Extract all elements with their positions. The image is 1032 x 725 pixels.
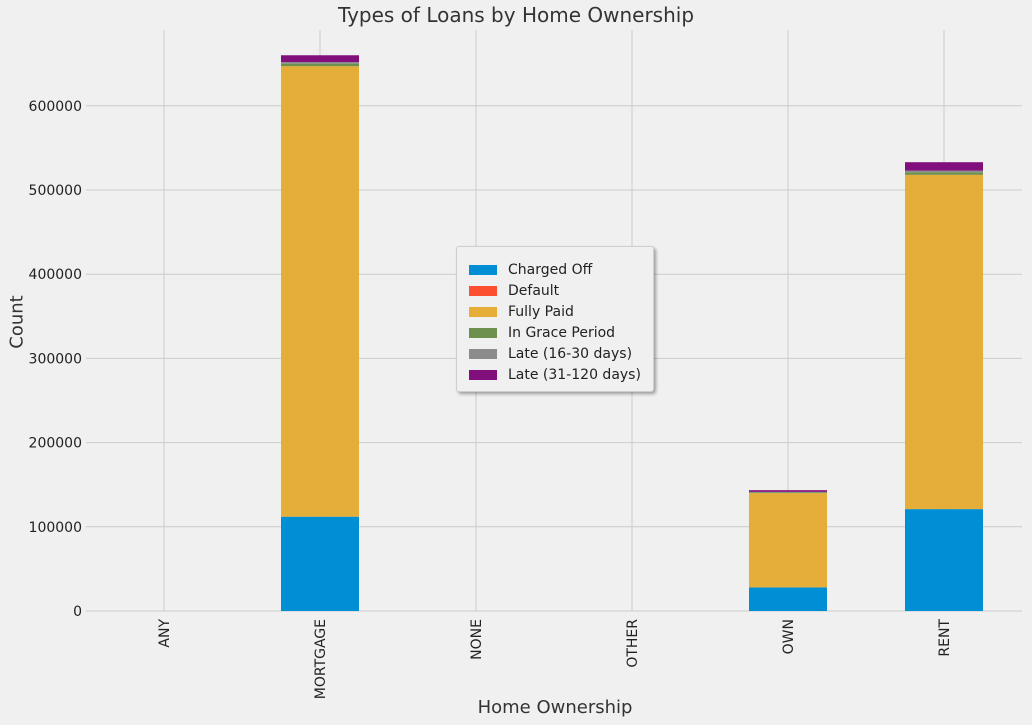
chart-title: Types of Loans by Home Ownership [337, 3, 695, 27]
bars-layer [281, 55, 983, 611]
legend-label: Fully Paid [508, 303, 574, 320]
legend-label: Late (16-30 days) [508, 345, 633, 362]
legend-swatch [469, 264, 497, 275]
legend: Charged Off Default Fully Paid In Grace Per… [456, 246, 654, 392]
legend-label: Default [508, 282, 560, 299]
legend-item: Fully Paid [469, 301, 653, 322]
legend-label: Charged Off [508, 261, 593, 278]
bar-rent-late-16-30-days [905, 170, 983, 173]
legend-swatch [469, 306, 497, 317]
bar-own-late-31-120-days [749, 490, 827, 492]
y-tick-label: 300000 [29, 351, 82, 367]
legend-label: In Grace Period [508, 324, 616, 341]
x-tick-label: ANY [157, 619, 173, 648]
x-tick-label: OTHER [625, 619, 641, 668]
x-tick-label: OWN [781, 619, 797, 654]
legend-item: Charged Off [469, 259, 653, 280]
legend-swatch [469, 369, 497, 380]
x-tick-label: MORTGAGE [313, 619, 329, 699]
y-tick-label: 600000 [29, 99, 82, 115]
bar-mortgage-fully-paid [281, 66, 359, 517]
bar-own-charged-off [749, 587, 827, 611]
ticks-layer: 0 100000 200000 300000 400000 500000 600000 ANY… [29, 99, 953, 699]
legend-swatch [469, 348, 497, 359]
y-axis-label: Count [6, 295, 28, 349]
y-tick-label: 500000 [29, 183, 82, 199]
bar-own-in-grace-period [749, 492, 827, 494]
legend-item: Late (31-120 days) [469, 364, 653, 385]
legend-item: Default [469, 280, 653, 301]
y-tick-label: 100000 [29, 520, 82, 536]
bar-mortgage-late-31-120-days [281, 55, 359, 62]
legend-label: Late (31-120 days) [508, 366, 641, 383]
bar-rent-late-31-120-days [905, 162, 983, 171]
bar-rent-fully-paid [905, 174, 983, 510]
y-tick-label: 200000 [29, 436, 82, 452]
bar-mortgage-late-16-30-days [281, 61, 359, 64]
bar-rent-charged-off [905, 509, 983, 611]
legend-item: In Grace Period [469, 322, 653, 343]
legend-swatch [469, 327, 497, 338]
legend-item: Late (16-30 days) [469, 343, 653, 364]
legend-swatch [469, 285, 497, 296]
y-tick-label: 400000 [29, 267, 82, 283]
x-axis-label: Home Ownership [477, 697, 633, 718]
bar-own-fully-paid [749, 493, 827, 588]
bar-mortgage-charged-off [281, 516, 359, 611]
x-tick-label: RENT [937, 619, 953, 657]
bar-mortgage-in-grace-period [281, 63, 359, 67]
x-tick-label: NONE [469, 619, 485, 660]
bar-rent-in-grace-period [905, 172, 983, 175]
y-tick-label: 0 [73, 604, 82, 620]
